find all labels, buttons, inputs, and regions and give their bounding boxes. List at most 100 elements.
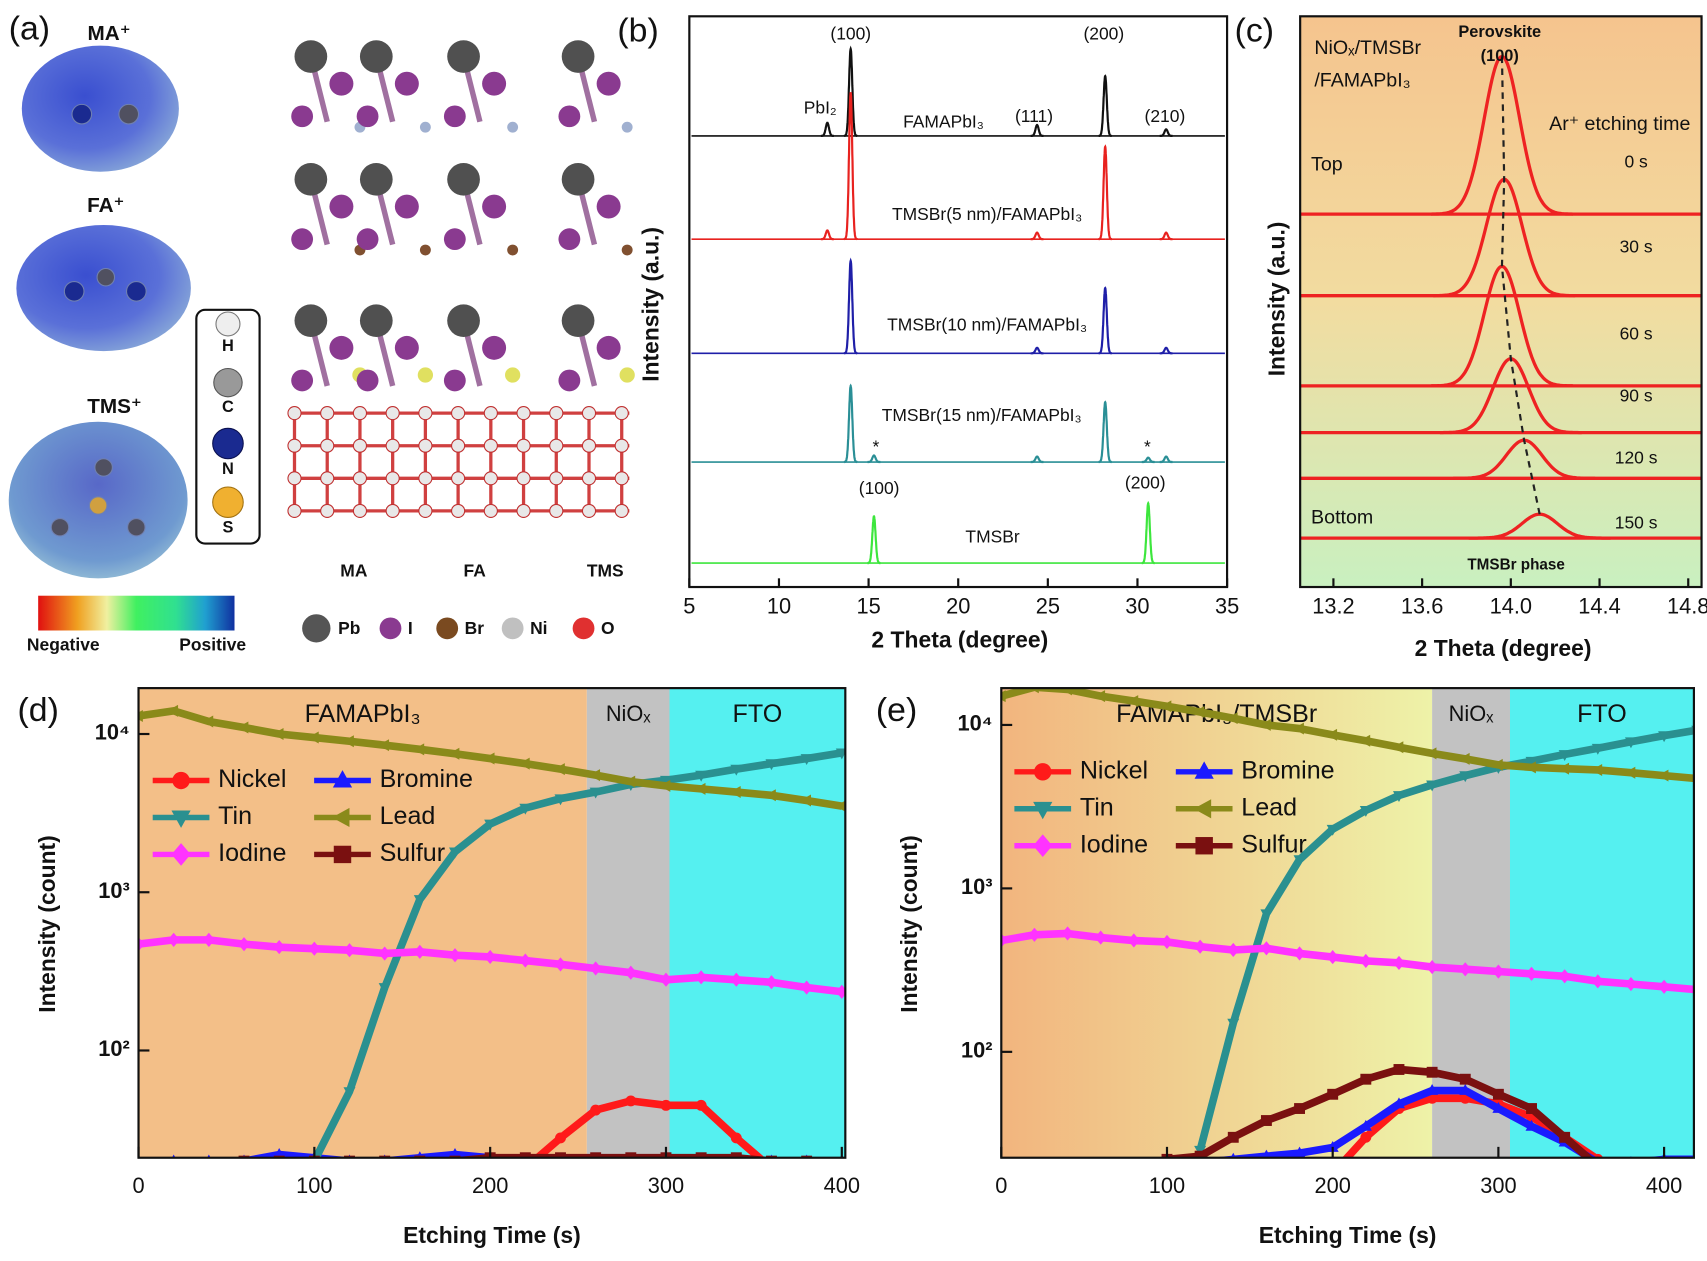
region-label: FTO [1577,700,1627,728]
peak-annotation: * [872,437,879,457]
x-tick-label: 10 [767,593,791,618]
marker [1261,1149,1271,1158]
marker [695,1099,707,1111]
region-label: FAMAPbI₃ [305,700,421,728]
lattice-atom [287,406,302,421]
lead [359,40,393,73]
marker [1227,1131,1239,1143]
marker [1326,728,1338,741]
marker [730,1152,742,1158]
marker [1559,1131,1571,1143]
marker [1592,1161,1603,1172]
marker [1127,695,1139,708]
marker [765,759,778,771]
plot-frame [1299,15,1703,589]
esp-surface [21,45,179,172]
marker [378,983,391,995]
diffraction-peak [867,515,881,565]
marker [1525,1119,1538,1131]
molecule-atoms [50,103,147,537]
marker [1658,979,1671,994]
peak-annotation: (210) [1145,106,1186,126]
marker [1526,1103,1537,1114]
marker [835,984,846,999]
marker [1426,1066,1438,1078]
marker [659,775,672,787]
lead [561,304,595,337]
iodine [558,369,581,392]
atom-label: S [223,519,234,537]
atom-n [212,427,244,460]
x-tick-label: 5 [683,593,695,618]
iodine [329,71,354,96]
marker [378,739,390,752]
x-tick-label: 300 [648,1173,684,1198]
x-tick-label: 400 [824,1173,860,1198]
lattice-atom [581,438,597,453]
diffraction-peak [820,229,834,241]
marker [1459,1083,1472,1095]
marker [237,721,249,734]
colorbar [38,595,235,631]
category-label: 30 s [1620,236,1653,256]
marker [660,1099,672,1111]
x-tick-label: 100 [296,1173,332,1198]
marker [695,770,708,782]
marker [1558,750,1571,761]
cation [507,121,519,133]
marker [800,794,812,807]
lattice-atom [483,406,498,421]
lattice-atom [451,406,466,421]
iodine [356,105,379,128]
peak-annotation: PbI₂ [804,97,837,117]
series-label: TMSBr [965,527,1019,547]
marker [1591,764,1603,776]
iodine [394,335,419,360]
element-br [436,617,459,640]
diffraction-peak [1030,231,1044,241]
marker [625,1152,637,1158]
lattice-atom [483,471,498,486]
series-label: TMSBr(15 nm)/FAMAPbI₃ [882,405,1082,425]
marker [1558,762,1570,775]
diffraction-peak [1159,455,1173,464]
peak-shift-guide [1500,56,1541,515]
marker [1326,1140,1339,1152]
xps-peak [1430,264,1574,388]
diffraction-peak [843,92,858,241]
cation [621,121,633,133]
x-tick-label: 400 [1646,1173,1682,1198]
peak-annotation: (100) [859,478,900,498]
marker [332,807,350,828]
diffraction-peak [1159,128,1173,137]
lattice-atom [352,503,368,518]
atom-label: C [222,398,234,416]
lattice-atom [352,406,368,421]
diffraction-peak [1141,500,1155,565]
marker [694,782,706,795]
marker [1359,1119,1372,1131]
series-label: TMSBr(5 nm)/FAMAPbI₃ [892,204,1082,224]
marker [167,704,179,717]
marker [624,775,636,788]
element-pb [302,614,331,643]
lead [561,163,595,196]
lattice-atom [614,503,629,518]
lattice-atom [320,438,335,453]
legend-label: Tin [218,802,252,830]
diffraction-peak [843,383,858,464]
marker [1160,700,1172,713]
marker [519,803,532,815]
lattice-atom [287,503,302,518]
diffraction-peak [867,454,881,464]
iodine [482,71,507,96]
annotation: NiOₓ/TMSBr [1314,37,1421,59]
iodine [443,228,466,251]
lattice-atom [516,406,531,421]
marker [555,1152,566,1158]
marker [1393,1064,1405,1075]
marker [695,970,708,985]
cation [417,367,434,383]
lattice-atom [418,406,433,421]
marker [1360,1131,1372,1143]
